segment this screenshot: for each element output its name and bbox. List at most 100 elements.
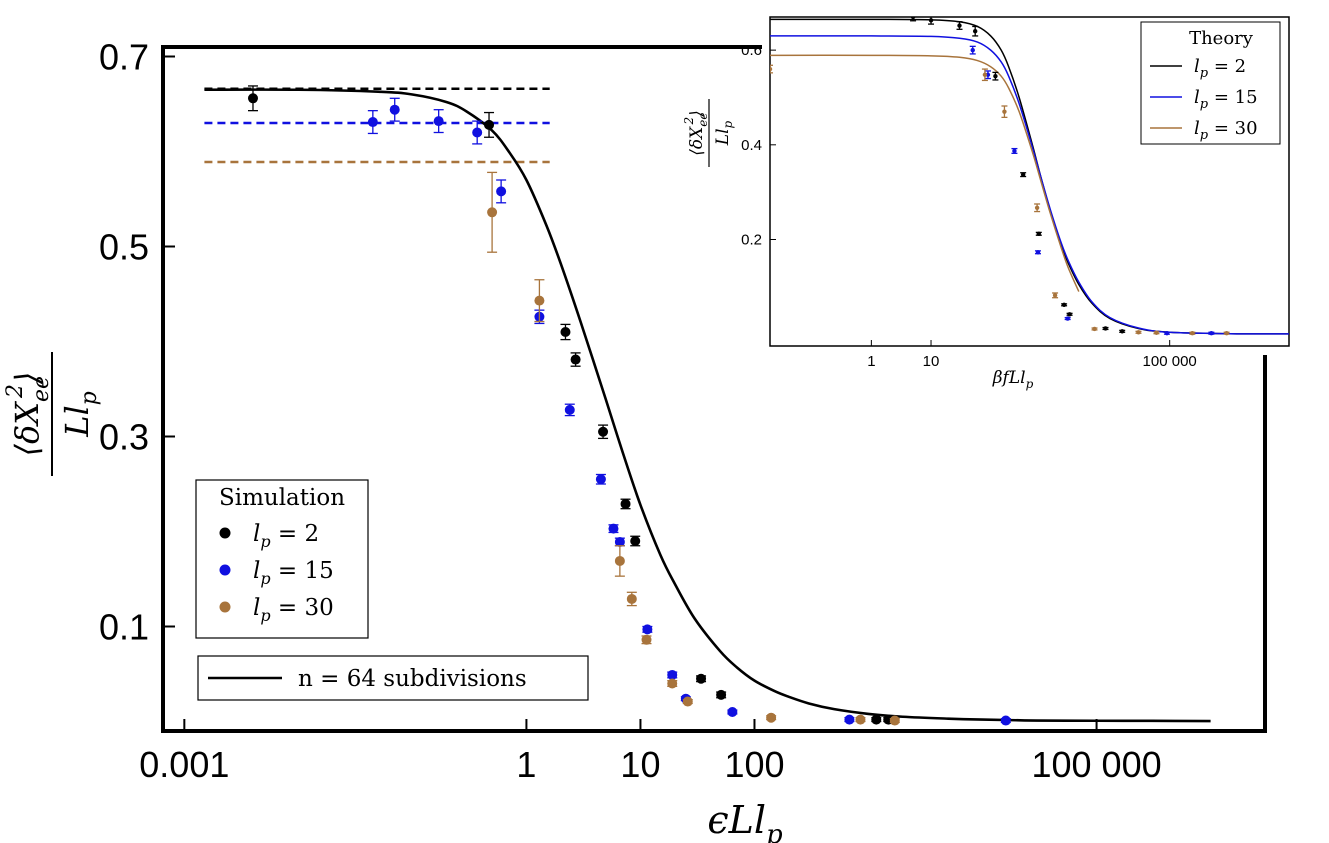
inset-point-lp30-7: [1153, 330, 1160, 335]
inset-point-lp2-8: [1066, 312, 1073, 317]
main-point-lp30-7: [766, 712, 777, 723]
inset-point-lp2-10: [1119, 329, 1126, 334]
inset-point-lp30-8: [1189, 331, 1196, 336]
legend-item-lp15: lp = 15: [219, 558, 334, 588]
main-y-axis-label: ⟨δXee2⟩ Llp: [3, 352, 102, 476]
inset-y-axis-label: ⟨δXee2⟩ Llp: [682, 99, 735, 167]
inset-point-lp30-5: [1091, 326, 1098, 332]
inset-point-lp30-1: [981, 68, 988, 82]
main-point-lp2-5: [620, 498, 631, 510]
main-ytick-label: 0.5: [99, 227, 149, 268]
main-point-lp30-9: [889, 715, 900, 726]
main-point-lp15-8: [608, 523, 619, 534]
inset-point-lp30-9: [1223, 331, 1230, 336]
main-point-lp15-3: [472, 120, 483, 145]
main-point-lp30-0: [487, 171, 498, 253]
main-marks: [204, 85, 1211, 726]
svg-text:Llp: Llp: [713, 120, 735, 146]
main-point-lp15-0: [367, 110, 378, 135]
main-point-lp2-7: [696, 673, 707, 684]
legend-item-lp2: lp = 2: [219, 521, 319, 551]
main-plot: 0.001 1 10 100 100 000 0.1 0.3 0.5 0.7 ⟨δXee2⟩ …: [3, 37, 1267, 843]
main-point-lp30-4: [641, 634, 652, 645]
inset-x-axis: 1 10 100 000: [867, 340, 1197, 370]
theory-legend: Theory lp = 2 lp = 15 lp = 30: [1140, 21, 1281, 145]
main-point-lp15-2: [433, 109, 444, 134]
main-xtick-label: 10: [620, 744, 660, 785]
inset-point-lp2-1: [928, 17, 935, 25]
inset-xtick-label: 10: [923, 353, 940, 370]
inset-point-lp2-9: [1102, 326, 1109, 331]
main-point-lp2-2: [560, 323, 571, 341]
main-xtick-label: 100: [724, 744, 784, 785]
main-point-lp30-3: [626, 591, 637, 607]
inset-point-lp2-4: [992, 71, 999, 81]
main-point-lp15-11: [667, 669, 678, 680]
theory-item-lp15: lp = 15: [1150, 87, 1258, 112]
main-curve-n64subdivisions: [204, 88, 1211, 723]
main-point-lp15-15: [1000, 715, 1011, 726]
inset-ytick-label: 0.4: [741, 137, 762, 154]
main-point-lp15-10: [642, 624, 653, 635]
inset-point-lp2-5: [1020, 172, 1027, 178]
inset-xtick-label: 100 000: [1143, 353, 1197, 370]
svg-text:lp = 15: lp = 15: [253, 558, 334, 588]
main-point-lp2-9: [871, 714, 882, 725]
main-point-lp2-0: [247, 85, 258, 112]
inset-point-lp30-6: [1135, 330, 1142, 335]
simulation-legend-title: Simulation: [219, 485, 345, 511]
main-point-lp15-13: [727, 707, 738, 717]
main-point-lp30-6: [682, 696, 693, 707]
main-y-axis: 0.1 0.3 0.5 0.7: [99, 37, 175, 648]
theory-item-lp30: lp = 30: [1150, 118, 1258, 143]
main-x-axis: 0.001 1 10 100 100 000: [139, 719, 1162, 785]
svg-text:lp = 30: lp = 30: [253, 595, 334, 625]
main-point-lp15-7: [595, 473, 606, 485]
main-ytick-label: 0.3: [99, 417, 149, 458]
main-point-lp15-14: [844, 714, 855, 725]
main-point-lp2-1: [484, 111, 495, 138]
svg-text:lp = 30: lp = 30: [1194, 118, 1258, 143]
simulation-legend: Simulation lp = 2 lp = 15 lp = 30: [195, 479, 369, 639]
inset-marks: [770, 17, 1289, 336]
inset-plot-frame: [769, 16, 1290, 347]
inset-point-lp15-4: [1064, 316, 1071, 321]
svg-text:Llp: Llp: [58, 391, 102, 438]
inset-point-lp30-3: [1034, 203, 1041, 213]
inset-point-lp2-3: [972, 25, 979, 37]
main-point-lp2-3: [570, 352, 581, 367]
main-point-lp2-4: [598, 424, 609, 440]
inset-point-lp15-6: [1208, 331, 1215, 336]
inset-curve-lp30: [770, 54, 1080, 292]
theory-legend-title: Theory: [1189, 28, 1254, 49]
svg-text:lp = 2: lp = 2: [1194, 56, 1246, 81]
svg-text:lp = 15: lp = 15: [1194, 87, 1258, 112]
inset-ytick-label: 0.2: [741, 231, 762, 248]
main-xtick-label: 100 000: [1031, 744, 1161, 785]
theory-item-lp2: lp = 2: [1150, 56, 1246, 81]
inset-y-axis: 0.2 0.4 0.6: [741, 42, 776, 248]
svg-text:⟨δXee2⟩: ⟨δXee2⟩: [3, 371, 54, 456]
main-point-lp15-6: [564, 403, 575, 417]
inset-point-lp30-0: [770, 64, 773, 74]
main-point-lp15-4: [496, 179, 507, 204]
main-point-lp30-8: [855, 714, 866, 725]
inset-point-lp15-1: [984, 70, 991, 80]
inset-point-lp15-5: [1163, 331, 1170, 336]
inset-point-lp30-4: [1052, 292, 1059, 299]
main-point-lp15-1: [389, 97, 400, 122]
svg-text:lp = 2: lp = 2: [253, 521, 319, 551]
inset-point-lp30-2: [1001, 105, 1008, 119]
legend-item-lp30: lp = 30: [219, 595, 334, 625]
inset-point-lp15-3: [1034, 250, 1041, 255]
main-point-lp30-1: [534, 279, 545, 323]
main-plot-frame: [161, 45, 1267, 733]
main-ytick-label: 0.7: [99, 37, 149, 78]
main-point-lp2-8: [716, 689, 727, 700]
inset-xtick-label: 1: [867, 353, 875, 370]
main-x-axis-label: ϵLlp: [707, 798, 783, 843]
inset-ytick-label: 0.6: [741, 42, 762, 59]
main-point-lp2-6: [630, 535, 641, 547]
fit-legend: n = 64 subdivisions: [197, 655, 589, 701]
